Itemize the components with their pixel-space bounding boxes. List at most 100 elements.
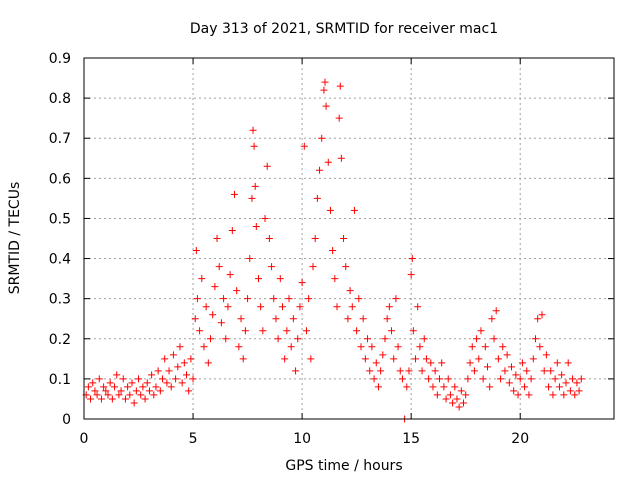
data-point bbox=[405, 367, 413, 375]
data-point bbox=[200, 343, 208, 351]
data-point bbox=[483, 363, 491, 371]
data-point bbox=[418, 367, 426, 375]
y-tick-label: 0.8 bbox=[49, 91, 71, 107]
data-point bbox=[374, 383, 382, 391]
data-point bbox=[222, 335, 230, 343]
data-point bbox=[113, 371, 121, 379]
plot-frame bbox=[83, 57, 615, 420]
data-point bbox=[124, 383, 132, 391]
data-point bbox=[414, 303, 422, 311]
data-point bbox=[377, 367, 385, 375]
data-point bbox=[169, 351, 177, 359]
data-point bbox=[466, 359, 474, 367]
data-point bbox=[250, 142, 258, 150]
data-point bbox=[462, 391, 470, 399]
x-tick-label: 5 bbox=[189, 431, 198, 447]
data-point bbox=[333, 303, 341, 311]
data-point bbox=[285, 295, 293, 303]
chart-title: Day 313 of 2021, SRMTID for receiver mac… bbox=[190, 21, 498, 37]
data-point bbox=[407, 271, 415, 279]
data-point bbox=[189, 375, 197, 383]
data-point bbox=[353, 327, 361, 335]
data-point bbox=[549, 391, 557, 399]
data-point bbox=[117, 387, 125, 395]
data-point bbox=[165, 367, 173, 375]
data-point bbox=[87, 395, 95, 403]
data-point bbox=[318, 134, 326, 142]
data-point bbox=[479, 375, 487, 383]
data-point bbox=[217, 319, 225, 327]
data-point bbox=[531, 335, 539, 343]
data-point bbox=[193, 295, 201, 303]
data-point bbox=[569, 375, 577, 383]
data-point bbox=[111, 383, 119, 391]
data-point bbox=[536, 343, 544, 351]
data-point bbox=[244, 295, 252, 303]
data-point bbox=[272, 315, 280, 323]
data-point bbox=[302, 327, 310, 335]
data-point bbox=[383, 315, 391, 323]
data-point bbox=[152, 383, 160, 391]
data-point bbox=[207, 335, 215, 343]
data-point bbox=[346, 287, 354, 295]
data-point bbox=[331, 275, 339, 283]
data-point bbox=[106, 379, 114, 387]
data-point bbox=[492, 307, 500, 315]
grid-layer bbox=[84, 58, 614, 419]
data-point bbox=[359, 315, 367, 323]
data-point bbox=[178, 379, 186, 387]
data-point bbox=[172, 375, 180, 383]
data-point bbox=[163, 379, 171, 387]
data-point bbox=[366, 367, 374, 375]
data-point bbox=[141, 395, 149, 403]
data-point bbox=[161, 355, 169, 363]
data-point bbox=[510, 387, 518, 395]
data-point bbox=[457, 387, 465, 395]
data-point bbox=[547, 367, 555, 375]
data-point bbox=[464, 375, 472, 383]
data-points bbox=[82, 78, 585, 423]
data-point bbox=[470, 367, 478, 375]
data-point bbox=[289, 315, 297, 323]
data-point bbox=[394, 343, 402, 351]
data-point bbox=[233, 287, 241, 295]
data-point bbox=[132, 387, 140, 395]
data-point bbox=[202, 303, 210, 311]
y-tick-label: 0.3 bbox=[49, 292, 71, 308]
data-point bbox=[259, 327, 267, 335]
data-point bbox=[571, 391, 579, 399]
data-point bbox=[209, 311, 217, 319]
x-tick-label: 0 bbox=[80, 431, 89, 447]
y-tick-label: 0.5 bbox=[49, 211, 71, 227]
data-point bbox=[340, 235, 348, 242]
data-point bbox=[102, 387, 110, 395]
data-point bbox=[350, 206, 358, 214]
data-point bbox=[542, 351, 550, 359]
data-point bbox=[475, 355, 483, 363]
data-point bbox=[298, 279, 306, 287]
data-point bbox=[265, 235, 273, 242]
data-point bbox=[477, 327, 485, 335]
data-point bbox=[564, 359, 572, 367]
data-point bbox=[560, 391, 568, 399]
y-tick-label: 0.4 bbox=[49, 252, 71, 268]
data-point bbox=[263, 162, 271, 170]
data-point bbox=[196, 327, 204, 335]
data-point bbox=[553, 359, 561, 367]
x-tick-label: 15 bbox=[402, 431, 420, 447]
data-point bbox=[438, 359, 446, 367]
data-point bbox=[540, 367, 548, 375]
data-point bbox=[361, 355, 369, 363]
data-point bbox=[521, 383, 529, 391]
data-point bbox=[507, 363, 515, 371]
data-point bbox=[230, 190, 238, 198]
data-point bbox=[379, 351, 387, 359]
data-point bbox=[408, 255, 416, 263]
data-point bbox=[420, 335, 428, 343]
data-point bbox=[497, 375, 505, 383]
data-point bbox=[300, 142, 308, 150]
data-point bbox=[180, 359, 188, 367]
data-point bbox=[135, 375, 143, 383]
data-point bbox=[390, 355, 398, 363]
data-point bbox=[191, 315, 199, 323]
